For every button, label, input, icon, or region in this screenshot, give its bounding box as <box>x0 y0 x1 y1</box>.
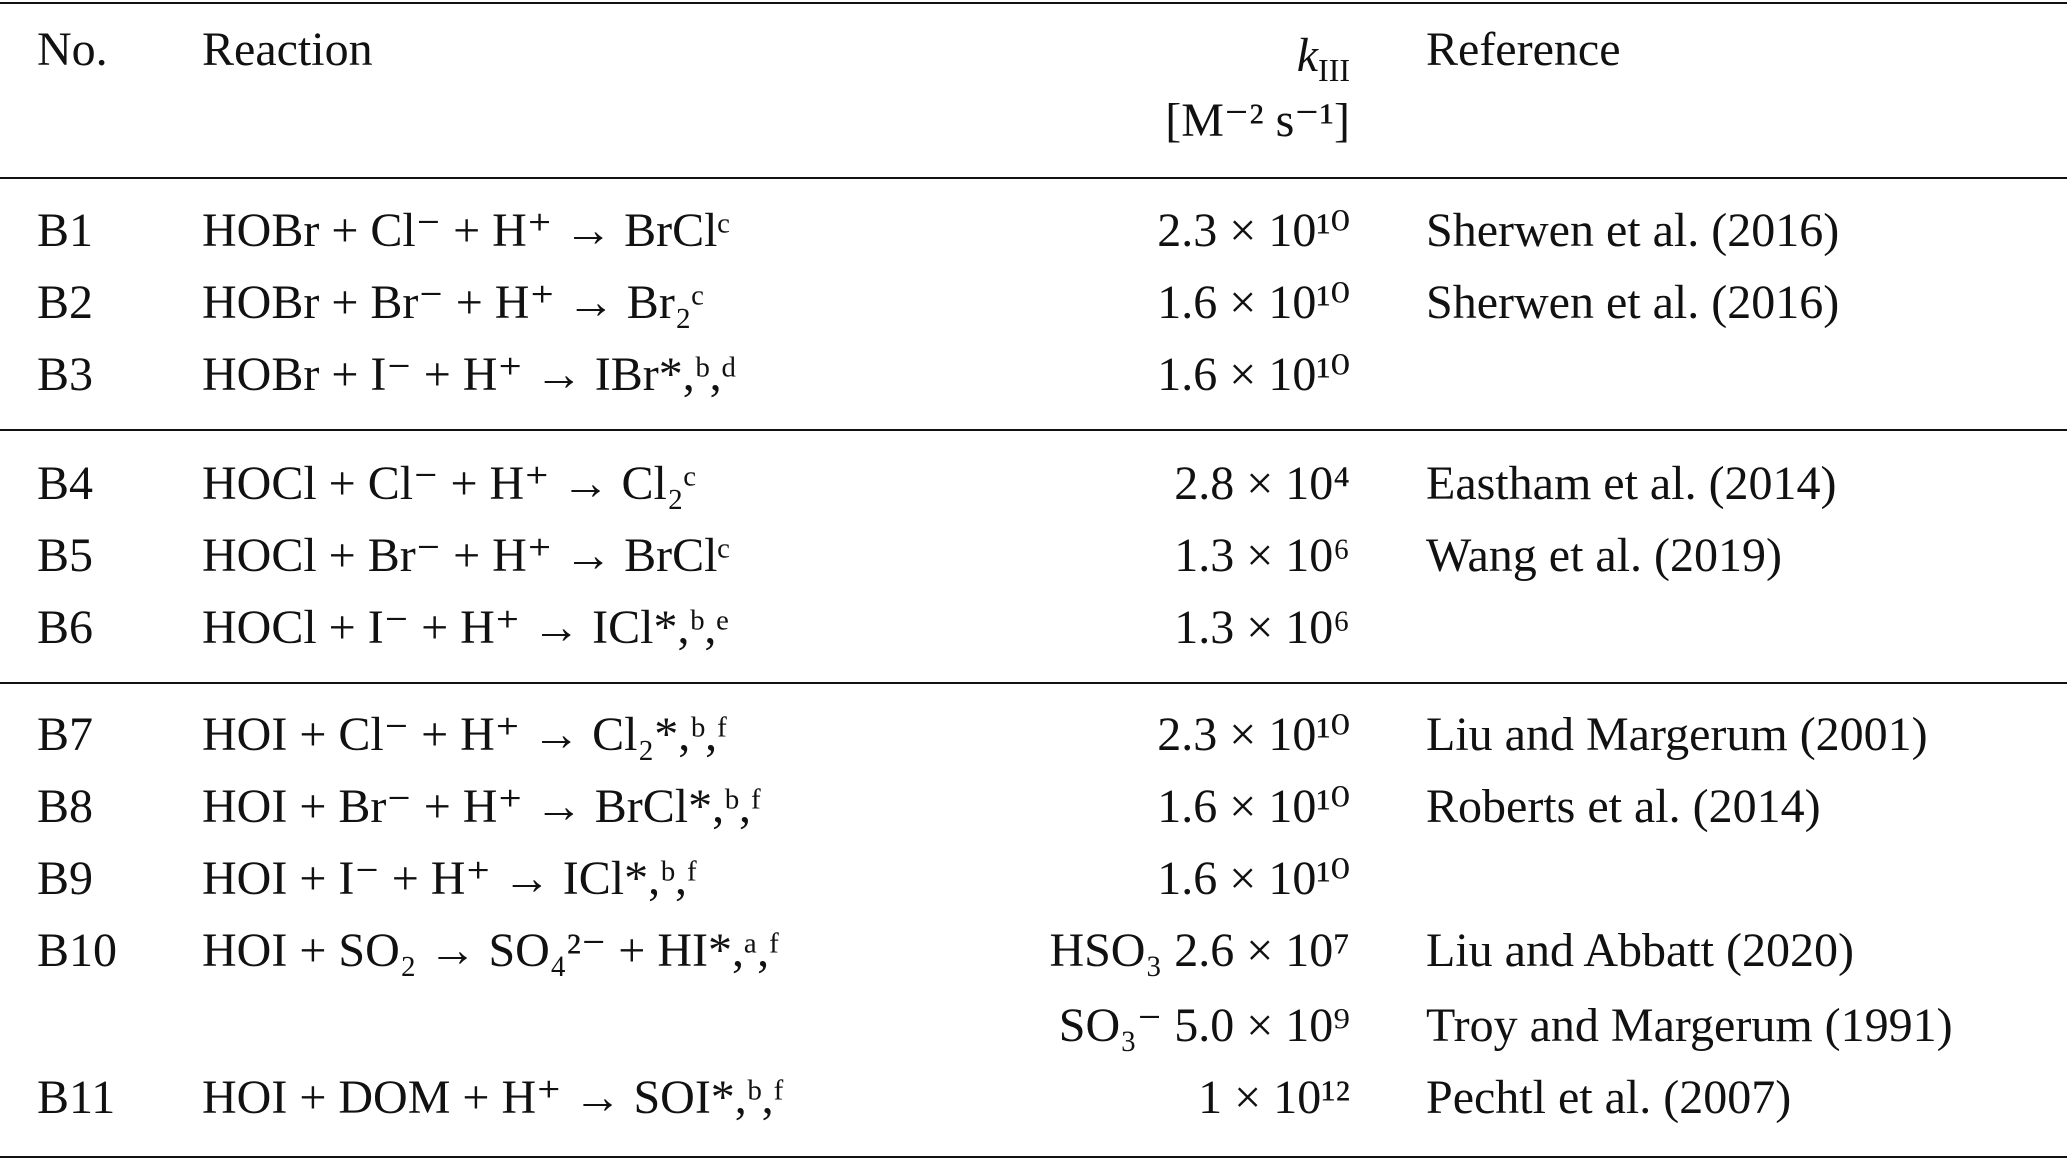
reference: Roberts et al. (2014) <box>1426 780 1821 833</box>
reference: Wang et al. (2019) <box>1426 529 1783 582</box>
k-subscript: III <box>1318 52 1350 88</box>
header-reference: Reference <box>1426 23 1621 76</box>
rate-constant: 1.3 × 10⁶ <box>1174 601 1350 654</box>
header-k: kIII <box>1297 26 1350 86</box>
row-no: B2 <box>37 276 94 329</box>
k-symbol: k <box>1296 29 1319 82</box>
rule <box>0 1156 2067 1158</box>
row-no: B1 <box>37 204 94 257</box>
reaction: HOI + I⁻ + H⁺ → ICl*,ᵇ,ᶠ <box>202 852 697 905</box>
rate-constant: 2.3 × 10¹⁰ <box>1157 204 1350 257</box>
row-no: B6 <box>37 601 94 654</box>
header-no: No. <box>37 23 108 76</box>
reference: Sherwen et al. (2016) <box>1426 204 1840 257</box>
row-no: B10 <box>37 924 118 977</box>
rate-constant: 1.6 × 10¹⁰ <box>1157 348 1350 401</box>
reaction: HOI + DOM + H⁺ → SOI*,ᵇ,ᶠ <box>202 1071 784 1124</box>
rate-constant: 1.6 × 10¹⁰ <box>1157 276 1350 329</box>
rate-constant: 1.6 × 10¹⁰ <box>1157 852 1350 905</box>
reference: Eastham et al. (2014) <box>1426 457 1837 510</box>
reaction: HOI + Cl⁻ + H⁺ → Cl₂*,ᵇ,ᶠ <box>202 708 728 761</box>
rate-constant: 1.6 × 10¹⁰ <box>1157 780 1350 833</box>
row-no: B11 <box>37 1071 116 1124</box>
header-reaction: Reaction <box>202 23 373 76</box>
reference: Troy and Margerum (1991) <box>1426 999 1953 1052</box>
rate-constant: 2.8 × 10⁴ <box>1174 457 1350 510</box>
row-no: B5 <box>37 529 94 582</box>
row-no: B7 <box>37 708 94 761</box>
rate-constant: 2.3 × 10¹⁰ <box>1157 708 1350 761</box>
reaction: HOBr + I⁻ + H⁺ → IBr*,ᵇ,ᵈ <box>202 348 737 401</box>
reaction: HOCl + I⁻ + H⁺ → ICl*,ᵇ,ᵉ <box>202 601 729 654</box>
rule <box>0 682 2067 684</box>
rate-constant: 1 × 10¹² <box>1198 1071 1350 1124</box>
reaction: HOBr + Cl⁻ + H⁺ → BrClᶜ <box>202 204 730 257</box>
header-k-unit: [M⁻² s⁻¹] <box>1165 94 1350 147</box>
reaction: HOCl + Br⁻ + H⁺ → BrClᶜ <box>202 529 730 582</box>
reference: Pechtl et al. (2007) <box>1426 1071 1792 1124</box>
row-no: B4 <box>37 457 94 510</box>
row-no: B3 <box>37 348 94 401</box>
reference: Liu and Margerum (2001) <box>1426 708 1928 761</box>
rate-constant: 1.3 × 10⁶ <box>1174 529 1350 582</box>
rate-constant: SO₃⁻ 5.0 × 10⁹ <box>1058 999 1350 1052</box>
reaction: HOI + SO₂ → SO₄²⁻ + HI*,ᵃ,ᶠ <box>202 924 780 977</box>
reference: Sherwen et al. (2016) <box>1426 276 1840 329</box>
rule <box>0 2 2067 4</box>
reaction: HOBr + Br⁻ + H⁺ → Br₂ᶜ <box>202 276 704 329</box>
rule <box>0 429 2067 431</box>
rate-constant: HSO₃ 2.6 × 10⁷ <box>1049 924 1350 977</box>
reference: Liu and Abbatt (2020) <box>1426 924 1854 977</box>
reaction: HOCl + Cl⁻ + H⁺ → Cl₂ᶜ <box>202 457 696 510</box>
row-no: B9 <box>37 852 94 905</box>
row-no: B8 <box>37 780 94 833</box>
rule <box>0 177 2067 179</box>
reaction: HOI + Br⁻ + H⁺ → BrCl*,ᵇ,ᶠ <box>202 780 762 833</box>
